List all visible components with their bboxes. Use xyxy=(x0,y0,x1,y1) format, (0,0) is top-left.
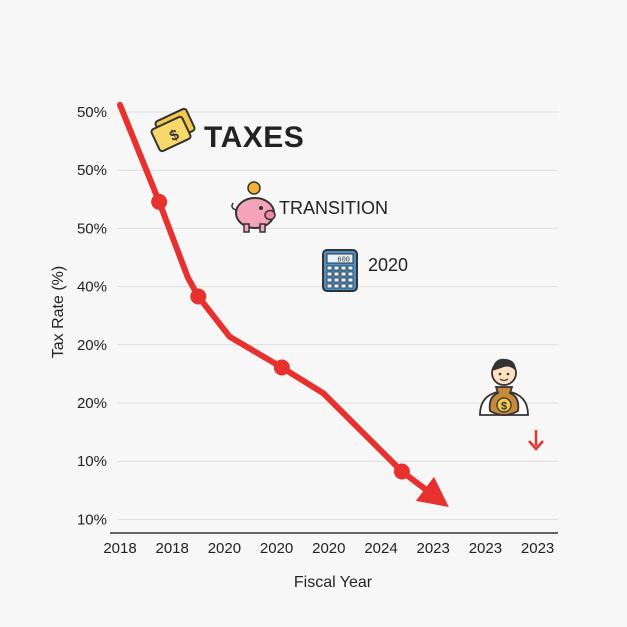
y-tick-label: 10% xyxy=(77,511,107,528)
y-tick-label: 20% xyxy=(77,337,107,354)
gridlines xyxy=(117,111,558,520)
x-tick-label: 2020 xyxy=(208,540,241,557)
data-point xyxy=(393,463,410,480)
data-point xyxy=(273,359,290,376)
piggy-bank-icon xyxy=(231,181,276,233)
x-tick-label: 2023 xyxy=(521,540,554,557)
down-arrow-icon xyxy=(528,430,544,451)
x-tick-label: 2023 xyxy=(469,540,502,557)
y-tick-label: 40% xyxy=(77,279,107,296)
money-envelope-icon: $ xyxy=(150,107,196,153)
x-tick-label: 2024 xyxy=(364,540,397,557)
series-layer xyxy=(117,101,449,507)
x-axis-ticks: 2018 2018 2020 2020 2020 2024 2023 2023 2023 xyxy=(103,540,554,557)
calculator-icon: 600 xyxy=(322,249,358,292)
series-line xyxy=(117,101,428,492)
x-tick-label: 2023 xyxy=(417,540,450,557)
x-tick-label: 2018 xyxy=(103,540,136,557)
annotation-taxes: TAXES xyxy=(204,121,304,154)
annotation-2020: 2020 xyxy=(368,255,408,275)
y-tick-label: 20% xyxy=(77,395,107,412)
x-tick-label: 2018 xyxy=(156,540,189,557)
data-point xyxy=(151,193,168,210)
x-axis-title: Fiscal Year xyxy=(294,574,373,591)
y-tick-label: 50% xyxy=(77,220,107,237)
y-tick-label: 50% xyxy=(77,104,107,121)
y-axis-ticks: 50% 50% 50% 40% 20% 20% 10% 10% xyxy=(77,104,107,528)
x-tick-label: 2020 xyxy=(312,540,345,557)
person-money-bag-icon: $ xyxy=(479,358,529,416)
y-tick-label: 50% xyxy=(77,162,107,179)
calculator-display-text: 600 xyxy=(337,257,350,265)
x-tick-label: 2020 xyxy=(260,540,293,557)
data-point xyxy=(190,288,207,305)
money-bag-symbol: $ xyxy=(501,401,507,413)
annotation-transition: TRANSITION xyxy=(279,198,388,218)
y-axis-title: Tax Rate (%) xyxy=(50,266,67,358)
y-tick-label: 10% xyxy=(77,453,107,470)
series-arrowhead xyxy=(415,476,449,507)
